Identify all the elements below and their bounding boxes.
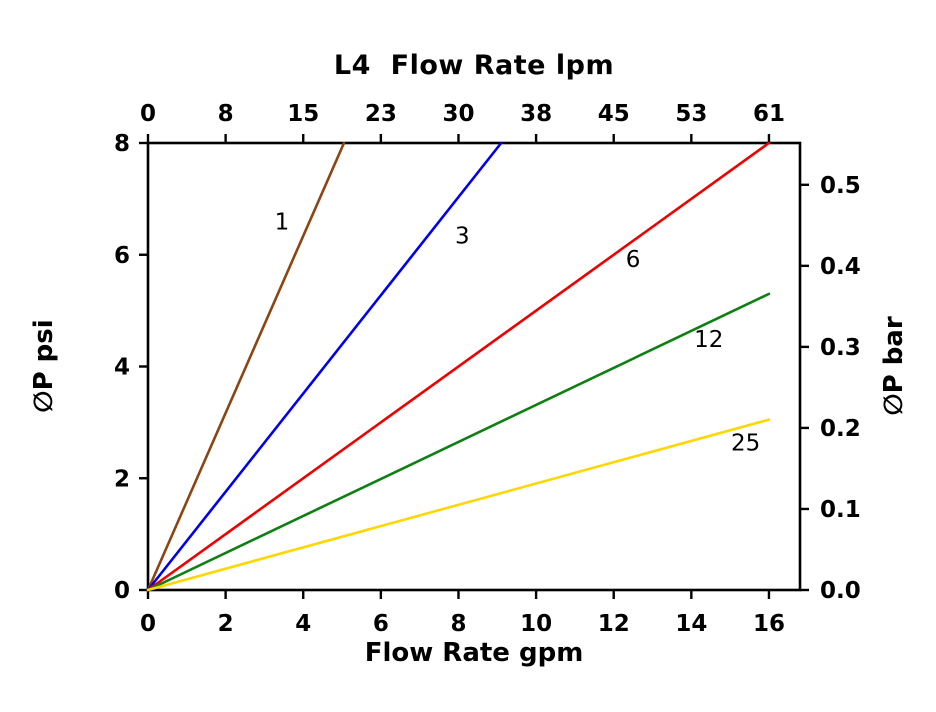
series-line-25 (146, 418, 771, 592)
series-label-3: 3 (455, 224, 470, 250)
x-bottom-tick-label: 8 (450, 611, 466, 637)
series-line-3 (146, 141, 503, 592)
x-top-tick-label: 53 (675, 101, 707, 127)
x-bottom-tick-label: 6 (373, 611, 389, 637)
x-bottom-tick-label: 12 (598, 611, 630, 637)
x-bottom-tick-label: 2 (218, 611, 234, 637)
x-axis-title: Flow Rate gpm (364, 638, 584, 668)
y-left-tick-label: 0 (114, 578, 130, 604)
x-bottom-tick-label: 10 (520, 611, 552, 637)
y-left-tick-label: 8 (114, 131, 130, 157)
plot-border (146, 141, 802, 592)
top-axis-title: L4 Flow Rate lpm (333, 50, 615, 81)
y-right-tick-label: 0.5 (820, 173, 861, 199)
x-top-tick-label: 45 (598, 101, 630, 127)
x-top-tick-label: 30 (442, 101, 474, 127)
series-line-12 (146, 292, 771, 592)
y-right-tick-label: 0.4 (820, 254, 861, 280)
series-label-1: 1 (275, 210, 290, 236)
x-top-tick-label: 38 (520, 101, 552, 127)
y-right-tick-label: 0.2 (820, 416, 861, 442)
x-top-tick-label: 61 (753, 101, 785, 127)
y-right-tick-label: 0.0 (820, 578, 861, 604)
series-label-6: 6 (626, 247, 641, 273)
series-line-1 (146, 141, 346, 592)
x-bottom-tick-label: 0 (140, 611, 156, 637)
series-label-25: 25 (731, 430, 760, 456)
series-label-12: 12 (694, 327, 723, 353)
x-top-tick-label: 8 (218, 101, 234, 127)
series-line-6 (146, 141, 771, 592)
x-bottom-tick-label: 4 (295, 611, 311, 637)
y-right-tick-label: 0.3 (820, 335, 861, 361)
y-left-tick-label: 2 (114, 466, 130, 492)
y-right-tick-label: 0.1 (820, 497, 861, 523)
x-bottom-tick-label: 16 (753, 611, 785, 637)
y-left-tick-label: 4 (114, 355, 130, 381)
y-left-tick-label: 6 (114, 243, 130, 269)
x-top-tick-label: 0 (140, 101, 156, 127)
x-bottom-tick-label: 14 (675, 611, 707, 637)
x-top-tick-label: 23 (365, 101, 397, 127)
x-top-tick-label: 15 (287, 101, 319, 127)
